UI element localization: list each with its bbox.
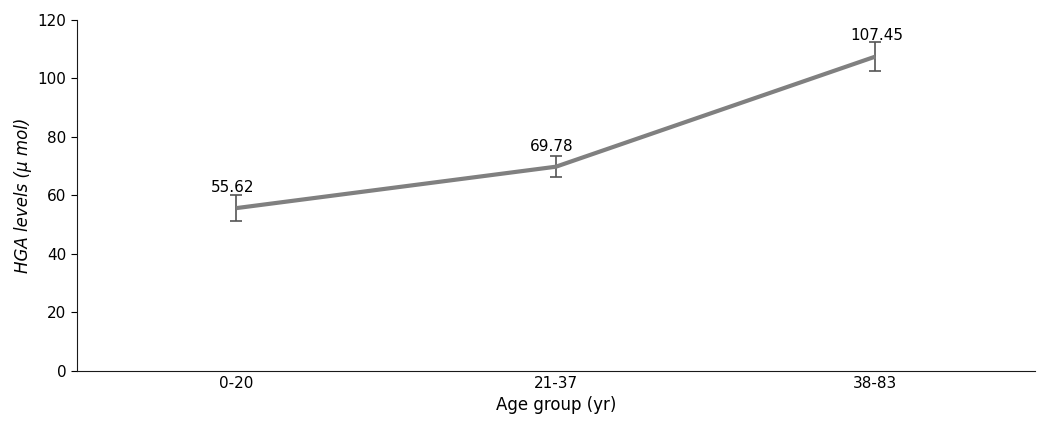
Text: 107.45: 107.45 [850,28,903,43]
Text: 55.62: 55.62 [211,180,255,195]
Y-axis label: HGA levels (μ mol): HGA levels (μ mol) [14,118,31,273]
X-axis label: Age group (yr): Age group (yr) [496,396,616,414]
Text: 69.78: 69.78 [531,139,574,154]
